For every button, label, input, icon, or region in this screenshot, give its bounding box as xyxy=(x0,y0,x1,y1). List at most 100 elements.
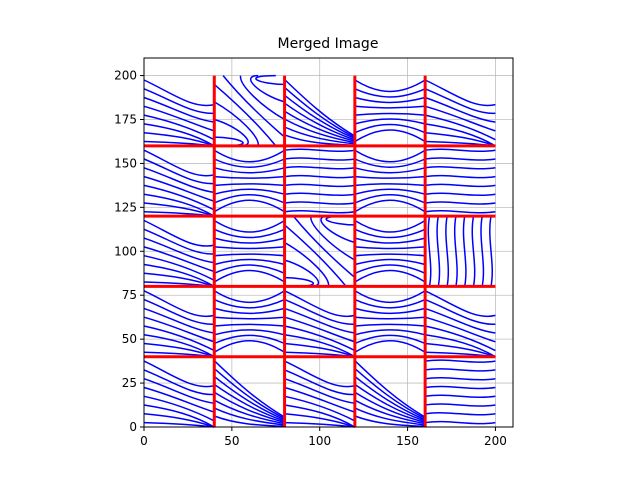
flow-line xyxy=(143,290,215,318)
flow-line xyxy=(213,228,285,239)
flow-line xyxy=(213,399,285,425)
flow-line xyxy=(143,175,215,202)
flow-line xyxy=(284,316,356,343)
flow-line xyxy=(213,368,285,420)
flow-line xyxy=(424,298,496,325)
flow-line xyxy=(427,215,432,287)
flow-line xyxy=(354,360,426,418)
flow-line xyxy=(424,123,496,147)
flow-line xyxy=(424,385,496,390)
flow-line xyxy=(222,75,286,138)
flow-line xyxy=(354,334,426,345)
flow-line xyxy=(284,201,356,205)
flow-line xyxy=(354,112,426,116)
flow-line xyxy=(284,86,356,138)
flow-line xyxy=(143,246,215,273)
flow-line xyxy=(284,386,356,413)
flow-line xyxy=(214,415,285,428)
flow-line xyxy=(213,340,285,353)
flow-line xyxy=(143,193,215,217)
flow-line xyxy=(424,174,496,179)
flow-line xyxy=(214,307,285,315)
flow-line xyxy=(284,126,355,145)
flow-line xyxy=(143,263,215,288)
flow-line xyxy=(292,215,356,279)
y-tick-label: 175 xyxy=(114,113,137,127)
flow-line xyxy=(424,403,496,407)
flow-line xyxy=(354,118,426,125)
flow-line xyxy=(354,253,426,257)
flow-line xyxy=(143,202,215,217)
flow-line xyxy=(284,148,356,152)
flow-line xyxy=(354,199,426,213)
flow-line xyxy=(213,298,285,309)
flow-line xyxy=(424,334,496,358)
flow-line xyxy=(354,105,426,109)
flow-line xyxy=(354,383,426,422)
flow-line xyxy=(354,368,426,420)
flow-line xyxy=(213,360,285,418)
x-tick-label: 200 xyxy=(484,434,507,448)
flow-line xyxy=(143,325,215,352)
flow-line xyxy=(143,395,215,422)
flow-line xyxy=(424,96,496,123)
flow-line xyxy=(284,157,356,161)
flow-line xyxy=(213,149,285,163)
gridlines xyxy=(143,58,513,428)
x-tick-label: 150 xyxy=(396,434,419,448)
flow-line xyxy=(214,183,285,187)
flow-line xyxy=(462,215,467,287)
flow-line xyxy=(424,420,496,425)
flow-line xyxy=(143,334,215,358)
flow-line xyxy=(143,105,215,132)
tile-boundaries xyxy=(144,75,496,427)
y-tick-label: 75 xyxy=(122,288,137,302)
flow-line xyxy=(354,316,426,320)
flow-line xyxy=(214,167,285,174)
flow-line xyxy=(354,219,426,233)
flow-line xyxy=(284,395,356,422)
flow-line xyxy=(284,183,356,188)
flow-line xyxy=(354,399,426,425)
flow-line xyxy=(213,383,285,422)
flow-line xyxy=(143,79,215,107)
flow-line xyxy=(354,415,426,428)
flow-line xyxy=(284,360,356,388)
y-axis-ticks: 0 25 50 75 100 125 150 175 200 xyxy=(114,69,144,434)
flow-line xyxy=(284,192,356,196)
flow-line xyxy=(143,369,215,396)
axes-frame xyxy=(143,57,514,428)
flow-line xyxy=(284,174,356,179)
flow-line xyxy=(143,272,215,288)
flow-line xyxy=(143,360,215,388)
flow-line xyxy=(213,391,285,424)
flow-line xyxy=(471,215,476,287)
flow-line xyxy=(424,307,496,334)
flow-line xyxy=(214,246,285,250)
flow-line xyxy=(214,237,285,244)
flow-line xyxy=(284,110,356,142)
flow-line xyxy=(354,298,426,309)
flow-line xyxy=(143,316,215,343)
flow-line xyxy=(213,158,285,168)
flow-line xyxy=(489,215,493,287)
flow-line xyxy=(214,188,285,195)
flow-line xyxy=(284,241,330,287)
flow-line xyxy=(255,74,285,86)
flow-line xyxy=(425,131,496,147)
flow-line xyxy=(213,83,277,147)
flow-line xyxy=(354,158,426,168)
flow-line xyxy=(143,254,215,281)
flow-line xyxy=(354,194,426,204)
flow-lines xyxy=(143,74,496,428)
flow-line xyxy=(424,88,496,115)
flow-line xyxy=(213,264,285,274)
flow-line xyxy=(354,264,426,274)
flow-line xyxy=(424,359,496,363)
flow-line xyxy=(284,290,356,318)
flow-line xyxy=(453,215,458,287)
flow-line xyxy=(284,166,356,170)
x-tick-label: 50 xyxy=(224,434,239,448)
flow-line xyxy=(214,323,285,327)
flow-line xyxy=(143,307,215,334)
